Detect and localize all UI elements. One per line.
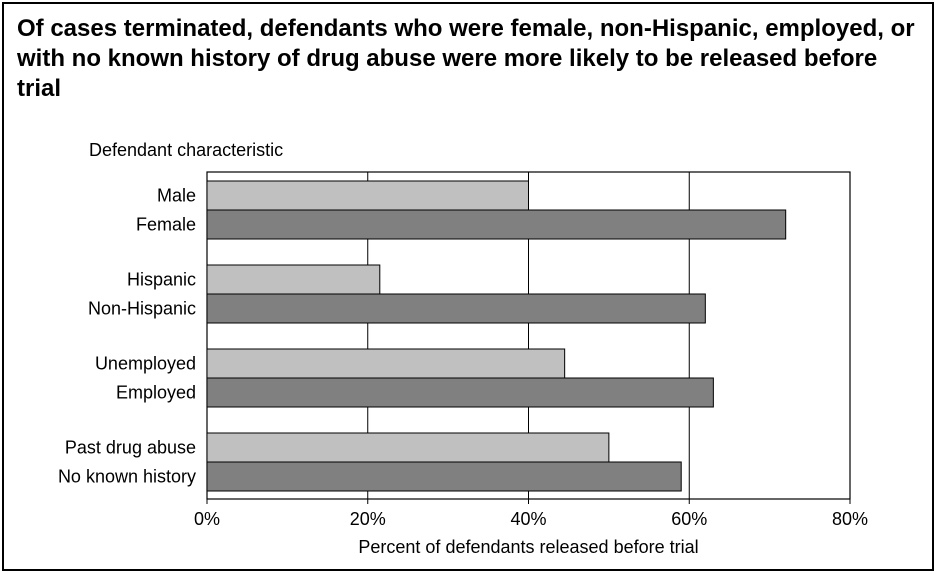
x-tick-label: 80% [832, 509, 868, 529]
bar-no-known-history [206, 461, 682, 492]
x-tick-label: 40% [510, 509, 546, 529]
bar-hispanic [206, 264, 381, 295]
bar-non-hispanic [206, 293, 706, 324]
bar-past-drug-abuse [206, 432, 610, 463]
bar-employed [206, 377, 714, 408]
category-label: Male [157, 186, 196, 206]
x-tick-label: 0% [194, 509, 220, 529]
category-label: Female [136, 215, 196, 235]
category-label: Employed [116, 383, 196, 403]
category-label: Hispanic [127, 270, 196, 290]
bar-female [206, 209, 787, 240]
chart-title: Of cases terminated, defendants who were… [17, 15, 915, 102]
category-label: Past drug abuse [65, 438, 196, 458]
y-axis-caption: Defendant characteristic [89, 140, 284, 160]
x-tick-label: 20% [350, 509, 386, 529]
bar-male [206, 180, 529, 211]
category-label: Unemployed [95, 354, 196, 374]
category-label: Non-Hispanic [88, 299, 196, 319]
x-tick-label: 60% [671, 509, 707, 529]
x-axis-label: Percent of defendants released before tr… [358, 537, 698, 557]
category-label: No known history [58, 467, 196, 487]
bar-unemployed [206, 348, 566, 379]
